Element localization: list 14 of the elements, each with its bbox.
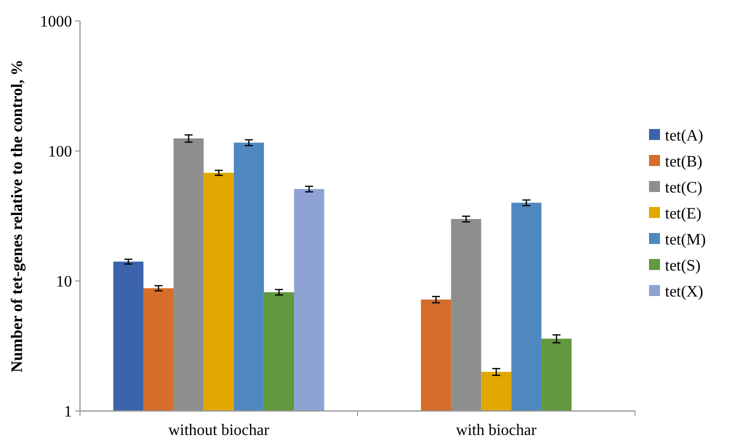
legend-label: tet(X) [665,284,704,301]
legend-label: tet(S) [665,258,701,275]
x-tick-label: with biochar [456,422,538,439]
legend-label: tet(B) [665,154,702,171]
y-tick-label: 100 [48,144,72,161]
legend-label: tet(A) [665,128,704,145]
legend-label: tet(C) [665,180,702,197]
y-tick-label: 10 [56,274,72,291]
y-tick-label: 1 [64,404,72,421]
legend-label: tet(E) [665,206,702,223]
legend-label: tet(M) [665,232,706,249]
y-tick-label: 1000 [40,14,72,31]
y-axis-title: Number of tet-genes relative to the control, % [9,60,26,372]
x-tick-label: without biochar [168,422,270,439]
